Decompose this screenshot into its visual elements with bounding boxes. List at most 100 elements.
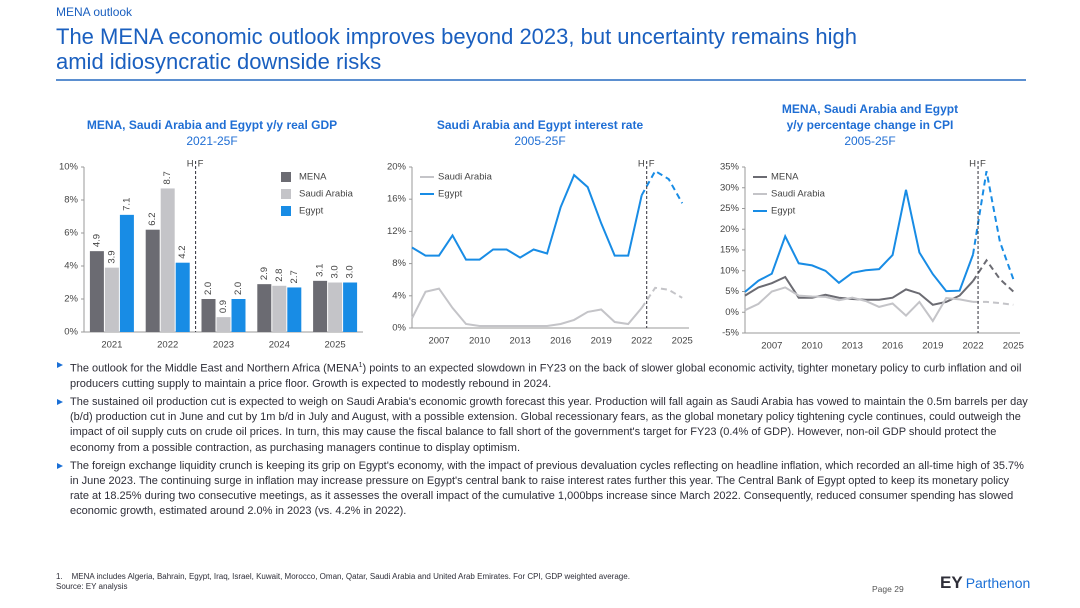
x-tick-label: 2024 — [269, 340, 290, 351]
x-tick-label: 2025 — [672, 336, 693, 347]
chart-title: MENA, Saudi Arabia and Egypt — [782, 102, 958, 116]
line — [973, 300, 1014, 306]
line — [640, 286, 683, 309]
slide-title: The MENA economic outlook improves beyon… — [56, 24, 857, 74]
chart-subtitle: 2021-25F — [186, 134, 237, 148]
chart-title: MENA, Saudi Arabia and Egypt y/y real GD… — [87, 118, 337, 132]
page-number: Page 29 — [872, 584, 904, 594]
x-tick-label: 2016 — [550, 336, 571, 347]
value-label: 6.2 — [147, 212, 158, 225]
value-label: 3.9 — [106, 250, 117, 263]
text: ) points to an expected slowdown in FY23… — [70, 362, 1022, 390]
bar — [104, 267, 119, 332]
bar — [145, 229, 160, 332]
line — [411, 287, 643, 327]
x-tick-label: 2007 — [428, 336, 449, 347]
legend-label: Egypt — [771, 206, 796, 217]
line — [972, 171, 1015, 280]
x-tick-label: 2013 — [510, 336, 531, 347]
bar — [343, 282, 358, 332]
y-tick-label: 6% — [64, 228, 78, 239]
logo: EY Parthenon — [940, 573, 1030, 593]
y-tick-label: 0% — [725, 307, 739, 318]
value-label: 2.7 — [289, 270, 300, 283]
x-tick-label: 2019 — [922, 341, 943, 352]
legend-label: MENA — [771, 172, 799, 183]
bullet: The outlook for the Middle East and Nort… — [57, 358, 1030, 392]
footnote-ref: 1 — [358, 362, 363, 369]
y-tick-label: 12% — [387, 226, 407, 237]
x-tick-label: 2021 — [101, 340, 122, 351]
bar — [257, 284, 272, 332]
value-label: 3.0 — [345, 265, 356, 278]
legend-swatch — [281, 206, 291, 216]
legend-label: Saudi Arabia — [299, 189, 354, 200]
value-label: 3.0 — [330, 265, 341, 278]
footnote-number: 1. — [56, 572, 63, 581]
y-tick-label: 10% — [59, 162, 79, 173]
y-tick-label: 30% — [720, 182, 740, 193]
footnote-text: MENA includes Algeria, Bahrain, Egypt, I… — [71, 572, 630, 581]
line — [640, 169, 684, 204]
annotation: H — [638, 159, 645, 170]
x-tick-label: 2022 — [631, 336, 652, 347]
bar — [160, 188, 175, 332]
logo-name: Parthenon — [965, 575, 1031, 591]
bullet: The foreign exchange liquidity crunch is… — [57, 459, 1030, 520]
footer-notes: 1. MENA includes Algeria, Bahrain, Egypt… — [56, 572, 630, 592]
legend-label: MENA — [299, 172, 327, 183]
y-tick-label: 10% — [720, 265, 740, 276]
annotation: F — [980, 159, 986, 170]
bar — [328, 282, 343, 332]
value-label: 4.9 — [91, 234, 102, 247]
title-line: The MENA economic outlook improves beyon… — [56, 24, 857, 49]
y-tick-label: 4% — [392, 290, 406, 301]
line — [744, 286, 974, 323]
x-tick-label: 2013 — [842, 341, 863, 352]
y-tick-label: 0% — [64, 327, 78, 338]
logo-mark: EY — [940, 573, 963, 592]
bar — [287, 287, 302, 332]
legend-label: Saudi Arabia — [438, 172, 493, 183]
legend-swatch — [281, 172, 291, 182]
y-tick-label: 8% — [64, 195, 78, 206]
y-tick-label: 8% — [392, 258, 406, 269]
value-label: 3.1 — [315, 264, 326, 277]
annotation: H — [187, 159, 194, 170]
value-label: 2.8 — [274, 269, 285, 282]
y-tick-label: 20% — [720, 224, 740, 235]
y-tick-label: 5% — [725, 286, 739, 297]
legend-label: Egypt — [299, 206, 324, 217]
annotation: F — [198, 159, 204, 170]
charts: MENA, Saudi Arabia and Egypt y/y real GD… — [59, 102, 1024, 352]
x-tick-label: 2025 — [1003, 341, 1024, 352]
line — [744, 189, 974, 293]
value-label: 7.1 — [121, 198, 132, 211]
text: The outlook for the Middle East and Nort… — [70, 362, 359, 375]
bar — [231, 299, 246, 332]
y-tick-label: 20% — [387, 162, 407, 173]
legend-swatch — [281, 189, 291, 199]
bullets: The outlook for the Middle East and Nort… — [57, 358, 1030, 523]
legend-label: Egypt — [438, 189, 463, 200]
x-tick-label: 2010 — [802, 341, 823, 352]
chart-title: Saudi Arabia and Egypt interest rate — [437, 118, 644, 132]
x-tick-label: 2010 — [469, 336, 490, 347]
bar — [201, 299, 216, 332]
title-line: amid idiosyncratic downside risks — [56, 49, 382, 74]
y-tick-label: 35% — [720, 162, 740, 173]
bar — [119, 214, 134, 332]
section-label: MENA outlook — [56, 5, 133, 19]
annotation: F — [649, 159, 655, 170]
y-tick-label: 15% — [720, 245, 740, 256]
annotation: H — [969, 159, 976, 170]
bullet: The sustained oil production cut is expe… — [57, 395, 1030, 456]
bar — [89, 251, 104, 332]
y-tick-label: 2% — [64, 294, 78, 305]
value-label: 2.0 — [233, 282, 244, 295]
y-tick-label: -5% — [722, 328, 739, 339]
value-label: 0.9 — [218, 300, 229, 313]
x-tick-label: 2022 — [962, 341, 983, 352]
bar — [175, 262, 190, 332]
